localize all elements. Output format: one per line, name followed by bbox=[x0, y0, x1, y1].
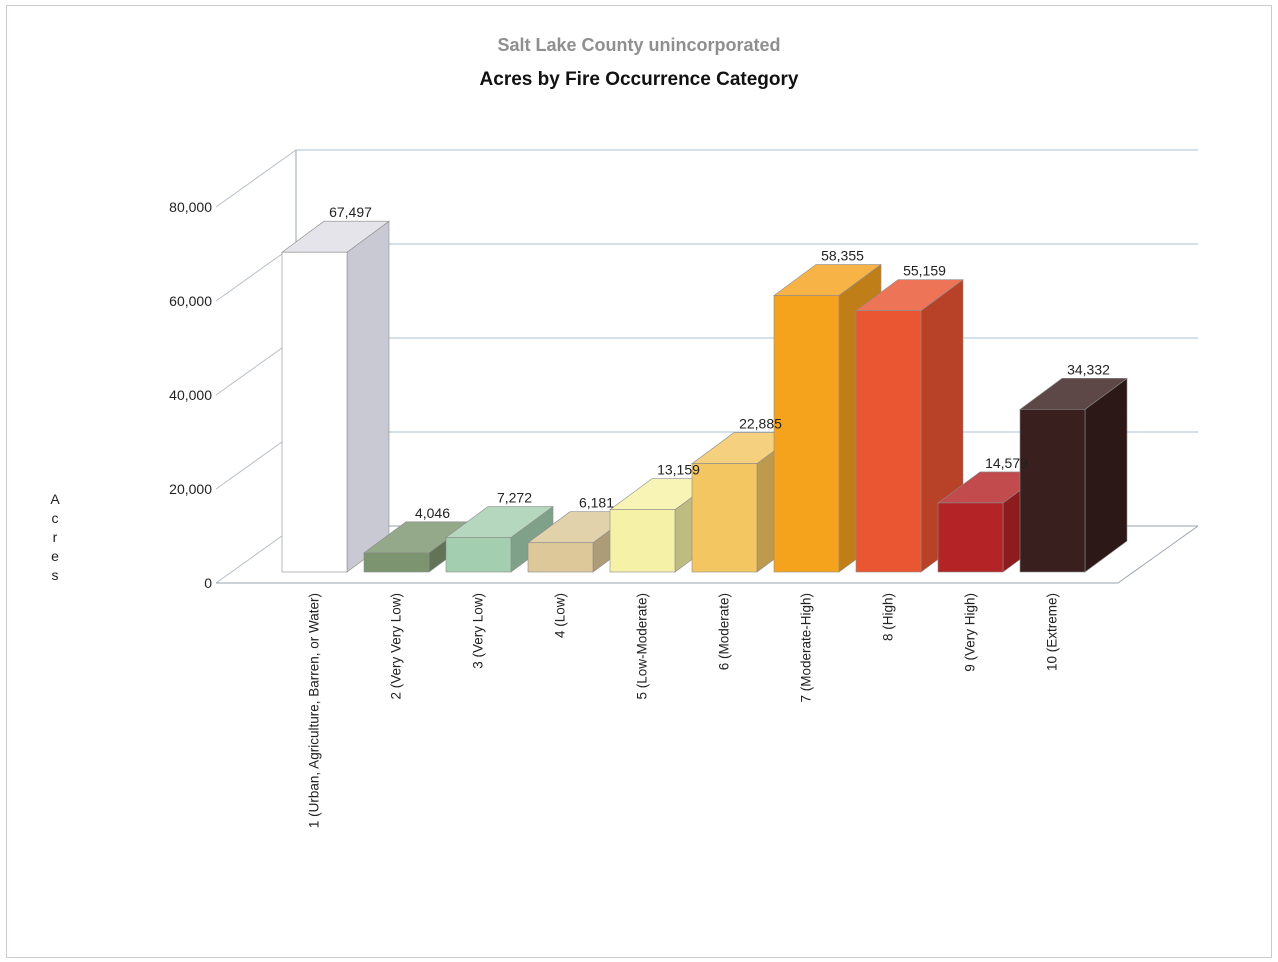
x-tick-label: 5 (Low-Moderate) bbox=[635, 593, 650, 700]
data-label: 4,046 bbox=[415, 505, 450, 521]
bar-front-face bbox=[1019, 409, 1086, 573]
bar-side-face bbox=[1084, 377, 1128, 573]
data-label: 6,181 bbox=[579, 495, 614, 511]
data-label: 67,497 bbox=[329, 204, 372, 220]
x-tick-label: 1 (Urban, Agriculture, Barren, or Water) bbox=[307, 593, 322, 828]
x-tick-label: 7 (Moderate-High) bbox=[799, 593, 814, 703]
data-label: 14,579 bbox=[985, 455, 1028, 471]
bar-front-face bbox=[609, 509, 676, 573]
bar bbox=[1019, 377, 1128, 573]
y-axis-label-letter: A bbox=[50, 491, 60, 507]
gridline-side bbox=[215, 149, 297, 208]
x-tick-label: 3 (Very Low) bbox=[471, 593, 486, 669]
y-axis-label-letter: c bbox=[51, 510, 59, 526]
y-axis-label-letter: s bbox=[51, 567, 59, 583]
y-tick-label: 80,000 bbox=[169, 199, 212, 215]
axis-group: 0 20,000 40,000 60,000 80,000 1 (Urban, Agric… bbox=[169, 199, 1059, 828]
floor-right-edge bbox=[1117, 525, 1199, 584]
y-tick-label: 40,000 bbox=[169, 387, 212, 403]
y-axis-label-letter: r bbox=[52, 529, 58, 545]
chart-subtitle: Salt Lake County unincorporated bbox=[497, 35, 781, 55]
data-label: 34,332 bbox=[1067, 361, 1110, 377]
data-label: 55,159 bbox=[903, 263, 946, 279]
x-tick-label: 4 (Low) bbox=[553, 593, 568, 638]
data-label: 58,355 bbox=[821, 248, 864, 264]
data-label: 13,159 bbox=[657, 462, 700, 478]
bar bbox=[445, 505, 554, 573]
bar-front-face bbox=[445, 537, 512, 573]
bar bbox=[855, 279, 964, 573]
x-tick-label: 2 (Very Very Low) bbox=[389, 593, 404, 700]
bar bbox=[281, 220, 390, 573]
bar-front-face bbox=[773, 295, 840, 573]
bar-front-face bbox=[691, 463, 758, 573]
bar-front-face bbox=[281, 251, 348, 573]
y-tick-label: 60,000 bbox=[169, 293, 212, 309]
y-tick-label: 20,000 bbox=[169, 481, 212, 497]
y-axis-label-letter: e bbox=[51, 548, 59, 564]
value-label-group: 67,497 4,046 7,272 6,181 13,159 22,885 58,355 5… bbox=[329, 204, 1110, 521]
x-tick-label: 10 (Extreme) bbox=[1045, 593, 1060, 671]
data-label: 7,272 bbox=[497, 490, 532, 506]
x-tick-label: 9 (Very High) bbox=[963, 593, 978, 672]
bar-front-face bbox=[363, 552, 430, 573]
bar-front-face bbox=[527, 542, 594, 573]
bar-side-face bbox=[346, 220, 390, 573]
bar-front-face bbox=[937, 502, 1004, 573]
chart-frame bbox=[6, 5, 1272, 958]
y-tick-label: 0 bbox=[204, 575, 212, 591]
x-tick-label: 6 (Moderate) bbox=[717, 593, 732, 670]
bar-front-face bbox=[855, 310, 922, 573]
data-label: 22,885 bbox=[739, 416, 782, 432]
x-tick-label: 8 (High) bbox=[881, 593, 896, 641]
chart-title: Acres by Fire Occurrence Category bbox=[479, 69, 799, 90]
bar-group bbox=[281, 220, 1128, 573]
